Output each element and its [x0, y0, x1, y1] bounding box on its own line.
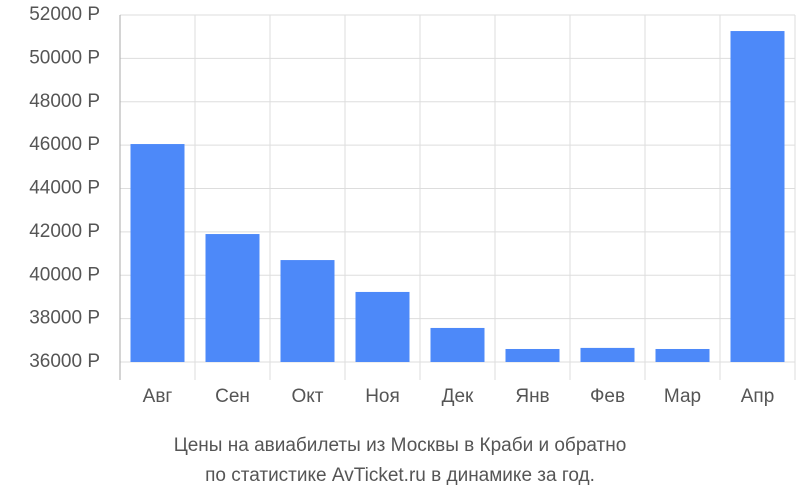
y-tick-label: 38000 Р — [29, 308, 100, 329]
y-tick-label: 40000 Р — [29, 264, 100, 285]
x-tick-label: Ноя — [365, 386, 400, 407]
x-tick-label: Сен — [215, 386, 250, 407]
x-tick-label: Дек — [442, 386, 474, 407]
y-tick-label: 50000 Р — [29, 47, 100, 68]
y-tick-label: 36000 Р — [29, 351, 100, 372]
x-tick-label: Апр — [741, 386, 775, 407]
y-tick-label: 44000 Р — [29, 178, 100, 199]
x-tick-label: Авг — [143, 386, 173, 407]
x-tick-label: Фев — [590, 386, 625, 407]
bar — [130, 144, 185, 362]
bar — [430, 327, 485, 362]
bar — [505, 348, 560, 362]
bar — [355, 291, 410, 362]
bar — [280, 260, 335, 362]
bar — [655, 348, 710, 362]
bar — [730, 31, 785, 363]
bar — [580, 347, 635, 362]
chart-subtitle: по статистике AvTicket.ru в динамике за … — [205, 465, 595, 486]
y-tick-label: 42000 Р — [29, 221, 100, 242]
y-tick-label: 48000 Р — [29, 91, 100, 112]
bar — [205, 234, 260, 362]
x-tick-label: Окт — [291, 386, 323, 407]
y-tick-label: 52000 Р — [29, 4, 100, 25]
x-tick-label: Мар — [664, 386, 701, 407]
x-tick-label: Янв — [515, 386, 549, 407]
chart-title: Цены на авиабилеты из Москвы в Краби и о… — [174, 435, 627, 456]
y-tick-label: 46000 Р — [29, 134, 100, 155]
